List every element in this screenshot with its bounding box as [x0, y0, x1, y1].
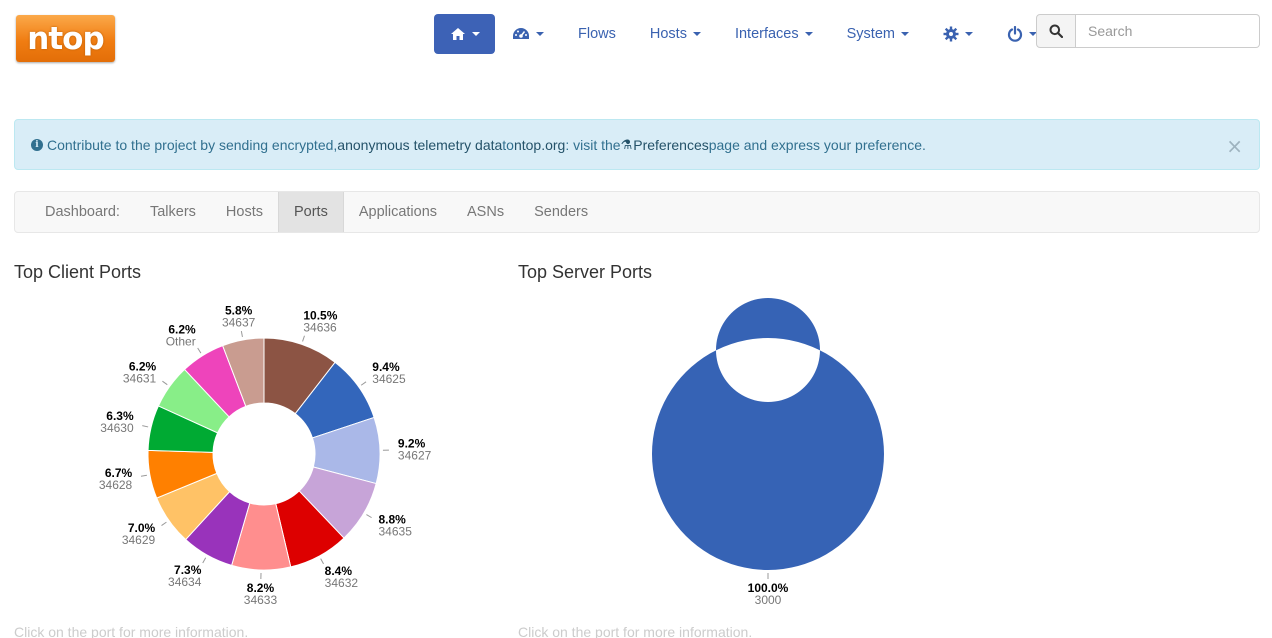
alert-text-end: page and express your preference. — [708, 136, 926, 153]
home-icon — [450, 28, 465, 40]
flows-menu[interactable]: Flows — [561, 14, 633, 54]
client-pct-label: 8.2% — [247, 581, 275, 595]
gear-icon — [943, 26, 959, 42]
client-port-label: 34632 — [325, 576, 359, 590]
server-slice-3000[interactable] — [651, 298, 884, 570]
client-port-label: 34630 — [100, 421, 134, 435]
client-pct-label: 6.7% — [105, 466, 133, 480]
client-port-label: 34635 — [379, 524, 413, 538]
server-port-label: 3000 — [755, 593, 782, 607]
dashboard-icon — [513, 28, 529, 39]
client-port-label: 34634 — [168, 575, 202, 589]
client-leader-34637 — [240, 330, 243, 338]
client-port-label: 34629 — [122, 533, 156, 547]
chevron-down-icon — [964, 32, 973, 36]
client-pct-label: 5.8% — [225, 303, 253, 317]
tab-asns[interactable]: ASNs — [467, 204, 505, 220]
server-ports-title: Top Server Ports — [518, 262, 653, 282]
client-leader-34629 — [161, 521, 167, 526]
client-port-label: 34628 — [99, 478, 133, 492]
ntop-logo[interactable]: ntop — [16, 15, 115, 62]
client-pct-label: 8.8% — [379, 512, 407, 526]
client-leader-34625 — [360, 381, 367, 386]
client-leader-34628 — [140, 474, 147, 477]
client-ports-hint: Click on the port for more information. — [14, 624, 249, 638]
client-leader-34634 — [202, 557, 207, 564]
client-port-label: Other — [166, 334, 196, 348]
search-button[interactable] — [1036, 14, 1076, 48]
system-label: System — [846, 26, 895, 42]
client-leader-34631 — [162, 380, 168, 386]
preferences-link[interactable]: Preferences — [633, 136, 709, 153]
client-pct-label: 9.2% — [398, 437, 426, 451]
client-port-label: 34637 — [222, 315, 256, 329]
client-slice-34637[interactable] — [222, 337, 265, 407]
interfaces-label: Interfaces — [734, 26, 799, 42]
close-alert-button[interactable]: × — [1226, 134, 1243, 158]
tab-hosts[interactable]: Hosts — [225, 204, 263, 220]
system-menu[interactable]: System — [830, 14, 926, 54]
client-pct-label: 8.4% — [325, 564, 353, 578]
dashboard-tabs: Dashboard: Talkers Hosts Ports Applicati… — [14, 191, 1260, 233]
tab-ports[interactable]: Ports — [277, 192, 344, 232]
tab-talkers[interactable]: Talkers — [149, 204, 196, 220]
alert-text-middle: to — [502, 136, 514, 153]
client-port-label: 34625 — [372, 372, 406, 386]
alert-text-before: Contribute to the project by sending enc… — [47, 136, 338, 153]
power-icon — [1007, 26, 1023, 42]
client-port-label: 34633 — [244, 593, 278, 607]
server-ports-hint: Click on the port for more information. — [518, 624, 753, 638]
logo-text: ntop — [27, 20, 104, 57]
client-pct-label: 6.3% — [106, 409, 134, 423]
home-menu[interactable] — [434, 14, 495, 54]
client-port-label: 34636 — [303, 321, 337, 335]
chevron-down-icon — [1028, 32, 1037, 36]
search-box — [1036, 14, 1260, 48]
dashboard-label: Dashboard: — [45, 204, 120, 220]
client-pct-label: 6.2% — [168, 322, 196, 336]
client-ports-donut: 10.5%34636 9.4%34625 9.2%34627 8.8%34635 8.4… — [99, 303, 432, 607]
dashboard-menu[interactable] — [495, 14, 561, 54]
tab-senders[interactable]: Senders — [534, 204, 589, 220]
chevron-down-icon — [471, 32, 480, 36]
client-ports-chart: 10.5% 34636 9.4% 34625 9.2% 34627 8.8% 34635 8.4… — [14, 290, 494, 623]
chevron-down-icon — [536, 32, 544, 36]
flows-label: Flows — [578, 26, 616, 42]
client-leader-Other — [197, 347, 202, 354]
client-pct-label: 6.2% — [129, 359, 157, 373]
client-leader-34635 — [366, 514, 372, 519]
power-menu[interactable] — [990, 14, 1054, 54]
client-leader-34630 — [142, 425, 149, 428]
hosts-menu[interactable]: Hosts — [633, 14, 718, 54]
client-pct-label: 7.0% — [128, 521, 156, 535]
main-nav: Flows Hosts Interfaces System — [434, 14, 1054, 54]
client-port-label: 34627 — [398, 449, 432, 463]
tab-applications[interactable]: Applications — [358, 204, 438, 220]
client-ports-title: Top Client Ports — [14, 262, 142, 282]
interfaces-menu[interactable]: Interfaces — [718, 14, 830, 54]
chevron-down-icon — [804, 32, 813, 36]
client-pct-label: 10.5% — [303, 309, 337, 323]
chevron-down-icon — [900, 32, 909, 36]
telemetry-alert: i Contribute to the project by sending e… — [14, 119, 1260, 170]
client-pct-label: 7.3% — [174, 563, 202, 577]
search-icon — [1049, 24, 1063, 38]
client-leader-34636 — [302, 335, 305, 342]
server-ports-chart: 100.0% 3000 — [518, 290, 998, 623]
client-leader-34632 — [320, 558, 324, 565]
client-port-label: 34631 — [123, 371, 157, 385]
server-ports-donut: 100.0%3000 — [651, 298, 884, 607]
chevron-down-icon — [692, 32, 701, 36]
alert-text-after: : visit the — [565, 136, 621, 153]
hosts-label: Hosts — [649, 26, 687, 42]
telemetry-link[interactable]: anonymous telemetry data — [337, 136, 503, 153]
info-icon: i — [31, 138, 43, 151]
flask-icon: ⚗ — [620, 136, 633, 152]
ntop-org-link[interactable]: ntop.org — [513, 136, 566, 153]
settings-menu[interactable] — [926, 14, 990, 54]
client-pct-label: 9.4% — [372, 360, 400, 374]
search-input[interactable] — [1076, 14, 1260, 48]
server-pct-label: 100.0% — [748, 581, 789, 595]
